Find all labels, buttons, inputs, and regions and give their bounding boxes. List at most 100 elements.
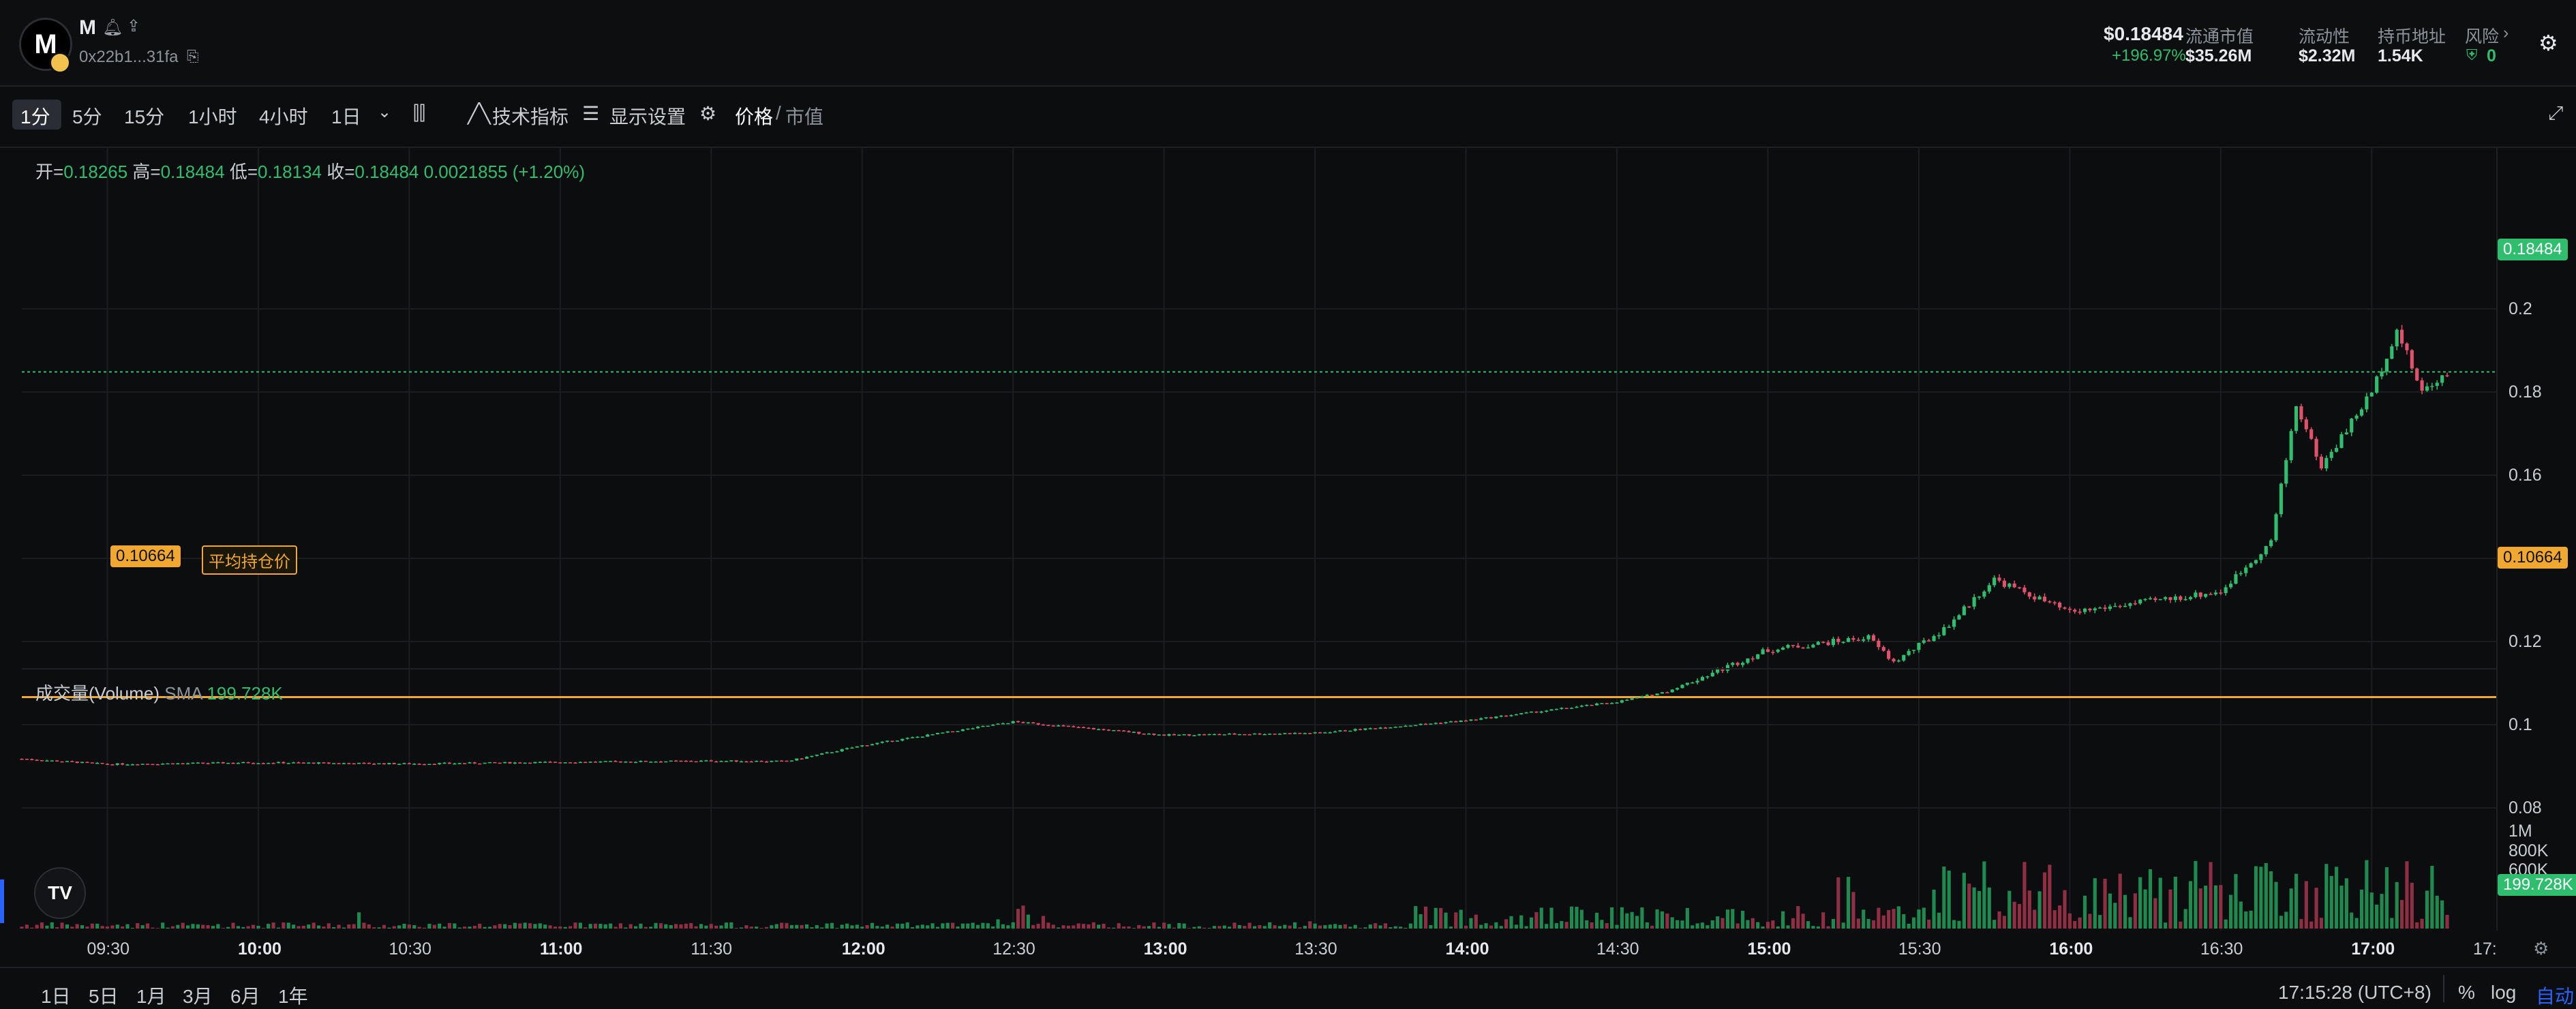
volume-bar	[764, 927, 769, 929]
candle-body	[1318, 732, 1322, 734]
range-1y[interactable]: 1年	[278, 986, 308, 1007]
volume-bar	[639, 923, 643, 929]
volume-bar	[115, 924, 119, 929]
fullscreen-icon[interactable]: ⤢	[2548, 102, 2564, 123]
candle-body	[1308, 733, 1312, 734]
candle-body	[2405, 343, 2409, 350]
candle-body	[2375, 376, 2379, 393]
candle-body	[1499, 715, 1503, 717]
timeframe-1d[interactable]: 1日	[331, 106, 361, 127]
timeframe-1h[interactable]: 1小时	[188, 106, 237, 127]
range-1d[interactable]: 1日	[41, 986, 71, 1007]
volume-bar	[1258, 924, 1262, 929]
candle-body	[729, 760, 733, 762]
candle-body	[2098, 607, 2102, 609]
volume-bar	[1731, 909, 1735, 929]
candle-body	[1630, 698, 1634, 700]
volume-bar	[1685, 907, 1689, 929]
volume-bar	[548, 925, 552, 929]
range-5d[interactable]: 5日	[89, 986, 119, 1007]
candle-body	[2249, 563, 2253, 568]
price-settings-gear-icon[interactable]: ⚙	[699, 103, 717, 124]
time-tick: 13:30	[1294, 939, 1337, 959]
volume-bar	[2279, 916, 2283, 929]
chevron-right-icon[interactable]: ›	[2503, 23, 2509, 42]
candle-body	[362, 762, 366, 764]
candle-body	[785, 760, 789, 762]
price-toggle[interactable]: 价格	[735, 106, 774, 127]
percent-toggle[interactable]: %	[2458, 982, 2475, 1003]
time-tick: 10:00	[237, 939, 282, 959]
mcap-toggle[interactable]: 市值	[785, 106, 824, 127]
tradingview-logo[interactable]: TV	[34, 867, 86, 919]
candle-body	[2158, 599, 2162, 601]
volume-bar	[880, 927, 884, 929]
timeframe-dropdown-icon[interactable]: ⌄	[378, 103, 392, 121]
range-6m[interactable]: 6月	[230, 986, 260, 1007]
holders-label: 持币地址	[2378, 27, 2446, 46]
candle-body	[2299, 406, 2303, 420]
open-value: 0.18265	[63, 162, 128, 182]
candle-body	[1237, 734, 1241, 736]
candle-body	[1685, 682, 1689, 685]
volume-bar	[1736, 923, 1740, 929]
timeframe-4h[interactable]: 4小时	[259, 106, 308, 127]
candle-body	[463, 763, 467, 764]
pane-divider[interactable]	[22, 668, 2496, 669]
candle-body	[1097, 729, 1101, 731]
time-axis-settings-icon[interactable]: ⚙	[2533, 938, 2549, 959]
candle-body	[508, 762, 512, 764]
display-settings-button[interactable]: 显示设置	[609, 106, 686, 127]
volume-bar	[487, 927, 492, 929]
candle-body	[1877, 640, 1881, 648]
timeframe-15m[interactable]: 15分	[124, 106, 165, 127]
volume-bar	[2133, 893, 2137, 929]
candle-body	[835, 751, 839, 753]
auto-toggle[interactable]: 自动	[2536, 986, 2575, 1007]
volume-bar	[2384, 867, 2389, 929]
candle-body	[2420, 380, 2424, 391]
candle-body	[649, 762, 653, 763]
volume-bar	[140, 925, 145, 929]
volume-bar	[1348, 927, 1352, 929]
volume-bar	[2118, 873, 2122, 929]
candle-body	[2067, 608, 2072, 610]
candle-body	[2103, 607, 2107, 609]
candle-body	[357, 762, 361, 764]
candle-body	[1575, 706, 1579, 708]
alert-bell-icon[interactable]: 🔔︎	[102, 18, 123, 37]
volume-bar	[684, 923, 688, 929]
candle-body	[236, 763, 240, 764]
timeframe-5m[interactable]: 5分	[72, 106, 102, 127]
settings-gear-icon[interactable]: ⚙	[2539, 31, 2558, 55]
candle-body	[1585, 704, 1589, 706]
timeframe-1m[interactable]: 1分	[20, 106, 50, 127]
volume-bar	[2158, 877, 2162, 929]
risk-label[interactable]: 风险	[2465, 27, 2500, 46]
log-toggle[interactable]: log	[2491, 982, 2517, 1003]
indicators-button[interactable]: 技术指标	[492, 106, 569, 127]
candle-type-icon[interactable]: ⫿⫿	[413, 102, 425, 123]
candle-body	[744, 761, 748, 763]
volume-bar	[1826, 926, 1830, 929]
candle-body	[468, 762, 472, 764]
range-1m[interactable]: 1月	[136, 986, 166, 1007]
chart-canvas[interactable]	[0, 147, 2576, 968]
copy-icon[interactable]: ⎘	[187, 48, 199, 65]
volume-bar	[2153, 898, 2157, 929]
volume-bar	[503, 924, 507, 929]
indicators-icon[interactable]: ╱╲	[468, 103, 491, 124]
candle-body	[40, 760, 44, 762]
volume-bar	[709, 924, 713, 929]
volume-bar	[1706, 925, 1710, 929]
candle-body	[1192, 735, 1196, 736]
candle-body	[523, 762, 527, 764]
candle-body	[95, 762, 100, 764]
volume-bar	[1896, 906, 1900, 929]
candle-body	[2204, 594, 2208, 597]
display-settings-icon[interactable]: ☰	[582, 103, 600, 124]
range-3m[interactable]: 3月	[183, 986, 213, 1007]
volume-bar	[1228, 927, 1232, 929]
candle-body	[2093, 608, 2097, 611]
share-icon[interactable]: ⇪	[127, 17, 141, 35]
